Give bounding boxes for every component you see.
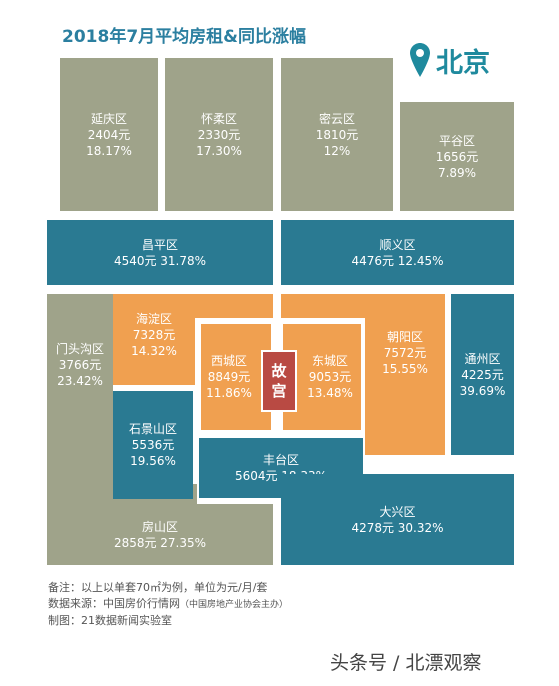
district-name: 石景山区 <box>128 422 177 436</box>
district-growth: 13.48% <box>307 386 353 400</box>
district-name: 门头沟区 <box>55 342 104 356</box>
district-name: 密云区 <box>318 111 355 126</box>
district-name: 房山区 <box>141 519 178 534</box>
district-value: 4278元 30.32% <box>351 520 444 535</box>
watermark: 头条号 / 北漂观察 <box>330 652 482 674</box>
district-rent: 1656元 <box>435 149 479 164</box>
district-name: 西城区 <box>210 354 247 368</box>
district-growth: 11.86% <box>206 386 252 400</box>
district-growth: 7.89% <box>437 165 477 180</box>
district-changping: 昌平区 4540元 31.78% <box>47 220 273 285</box>
district-tongzhou: 通州区 4225元 39.69% <box>451 294 514 455</box>
district-shunyi: 顺义区 4476元 12.45% <box>281 220 514 285</box>
city-name: 北京 <box>436 47 490 79</box>
district-value: 4540元 31.78% <box>113 253 207 268</box>
palace-char-1: 故 <box>271 362 287 380</box>
location-pin-icon <box>410 43 430 77</box>
district-growth: 15.55% <box>382 362 428 376</box>
district-rent: 5536元 <box>131 438 175 452</box>
district-value: 4476元 12.45% <box>351 253 444 268</box>
district-name: 海淀区 <box>135 312 172 326</box>
district-name: 怀柔区 <box>200 111 237 126</box>
source-sub-text: （中国房地产业协会主办） <box>180 600 289 610</box>
district-pinggu: 平谷区 1656元 7.89% <box>400 102 514 211</box>
district-name: 大兴区 <box>379 504 416 519</box>
district-growth: 23.42% <box>57 374 103 388</box>
district-rent: 3766元 <box>58 358 102 372</box>
district-name: 东城区 <box>311 354 348 368</box>
city-header: 北京 <box>410 40 490 80</box>
source-line: 数据来源：中国房价行情网（中国房地产业协会主办） <box>48 596 288 613</box>
district-name: 通州区 <box>464 351 501 366</box>
chaoyang-shape <box>281 294 445 318</box>
district-chaoyang: 朝阳区 7572元 15.55% <box>365 318 445 388</box>
district-value: 2858元 27.35% <box>113 535 207 550</box>
district-growth: 14.32% <box>131 344 177 358</box>
district-growth: 12% <box>323 143 351 158</box>
district-growth: 39.69% <box>459 383 506 398</box>
district-name: 朝阳区 <box>386 330 423 344</box>
haidian-shape-left <box>113 318 195 385</box>
district-rent: 7572元 <box>383 346 427 360</box>
palace-char-2: 宫 <box>271 382 287 400</box>
district-miyun: 密云区 1810元 12% <box>281 58 393 211</box>
district-haidian: 海淀区 7328元 14.32% <box>113 300 195 370</box>
district-huairou: 怀柔区 2330元 17.30% <box>165 58 273 211</box>
mentougou-shape <box>47 294 113 484</box>
district-rent: 8849元 <box>207 370 251 384</box>
district-yanqing: 延庆区 2404元 18.17% <box>60 58 158 211</box>
district-name: 昌平区 <box>141 237 178 252</box>
district-daxing: 大兴区 4278元 30.32% <box>281 474 514 565</box>
district-rent: 7328元 <box>132 328 176 342</box>
district-rent: 2404元 <box>87 127 131 142</box>
fangshan-shape-bottom <box>47 504 273 565</box>
district-shijingshan: 石景山区 5536元 19.56% <box>113 391 193 499</box>
district-rent: 4225元 <box>461 367 504 382</box>
district-name: 平谷区 <box>438 133 475 148</box>
forbidden-city-marker: 故 宫 <box>261 350 297 412</box>
district-growth: 19.56% <box>130 454 176 468</box>
district-rent: 1810元 <box>315 127 359 142</box>
district-growth: 18.17% <box>86 143 132 158</box>
note-line: 备注：以上以单套70㎡为例，单位为元/月/套 <box>48 581 268 594</box>
notes: 备注：以上以单套70㎡为例，单位为元/月/套 数据来源：中国房价行情网（中国房地… <box>48 580 288 629</box>
haidian-shape <box>113 294 273 318</box>
district-name: 丰台区 <box>262 453 299 467</box>
credit-line: 制图：21数据新闻实验室 <box>48 614 172 627</box>
chaoyang-shape-right <box>365 318 445 455</box>
district-name: 延庆区 <box>90 111 127 126</box>
district-fangshan: 房山区 2858元 27.35% <box>47 504 273 565</box>
district-rent: 9053元 <box>308 370 352 384</box>
district-growth: 17.30% <box>196 143 242 158</box>
district-rent: 2330元 <box>197 127 241 142</box>
page-title: 2018年7月平均房租&同比涨幅 <box>62 27 306 47</box>
source-text: 数据来源：中国房价行情网 <box>48 597 180 610</box>
district-mentougou: 门头沟区 3766元 23.42% <box>47 330 113 400</box>
district-name: 顺义区 <box>379 237 416 252</box>
